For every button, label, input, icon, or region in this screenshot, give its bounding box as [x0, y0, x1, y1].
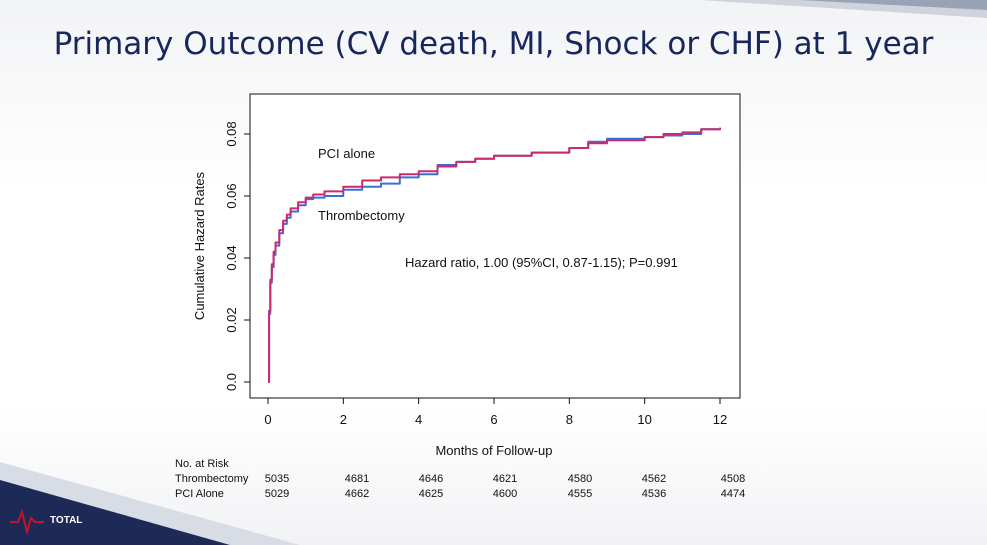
risk-table-cell: 4625: [419, 488, 443, 500]
risk-table-cell: 5029: [265, 488, 289, 500]
top-right-corner-accent: [800, 0, 987, 10]
y-tick-label: 0.06: [224, 183, 239, 208]
x-axis-label: Months of Follow-up: [435, 443, 552, 458]
risk-table-cell: 4536: [642, 488, 666, 500]
y-tick-label: 0.04: [224, 245, 239, 270]
y-tick-label: 0.0: [224, 373, 239, 391]
x-tick-label: 8: [566, 412, 573, 427]
risk-table-cell: 4508: [721, 473, 745, 485]
slide-title: Primary Outcome (CV death, MI, Shock or …: [53, 26, 934, 62]
risk-table-cell: 4562: [642, 473, 666, 485]
y-tick-label: 0.08: [224, 121, 239, 146]
annotation-hazard-ratio: Hazard ratio, 1.00 (95%CI, 0.87-1.15); P…: [405, 255, 678, 270]
x-tick-label: 2: [340, 412, 347, 427]
total-logo-text: TOTAL: [50, 515, 83, 526]
risk-table-cell: 5035: [265, 473, 289, 485]
x-tick-label: 6: [490, 412, 497, 427]
risk-table-cell: 4681: [345, 473, 369, 485]
x-tick-label: 12: [713, 412, 727, 427]
heart-logo-icon: [10, 508, 44, 536]
risk-row-label-thrombectomy: Thrombectomy: [175, 473, 249, 485]
bottom-left-navy-band: [0, 480, 230, 545]
y-axis-label: Cumulative Hazard Rates: [192, 171, 207, 320]
risk-table-header: No. at Risk: [175, 458, 229, 470]
risk-table-cell: 4580: [568, 473, 592, 485]
pci-alone-curve: [268, 127, 721, 383]
risk-table-cell: 4474: [721, 488, 745, 500]
x-tick-label: 4: [415, 412, 422, 427]
y-tick-label: 0.02: [224, 307, 239, 332]
risk-table-cell: 4621: [493, 473, 517, 485]
risk-table-cell: 4662: [345, 488, 369, 500]
annotation-thrombectomy: Thrombectomy: [318, 208, 405, 223]
x-tick-label: 10: [637, 412, 651, 427]
risk-table-cell: 4600: [493, 488, 517, 500]
annotation-pci-alone: PCI alone: [318, 146, 375, 161]
risk-row-label-pci-alone: PCI Alone: [175, 488, 224, 500]
risk-table-cell: 4555: [568, 488, 592, 500]
risk-table-cell: 4646: [419, 473, 443, 485]
plot-frame: [249, 93, 741, 399]
x-tick-label: 0: [264, 412, 271, 427]
